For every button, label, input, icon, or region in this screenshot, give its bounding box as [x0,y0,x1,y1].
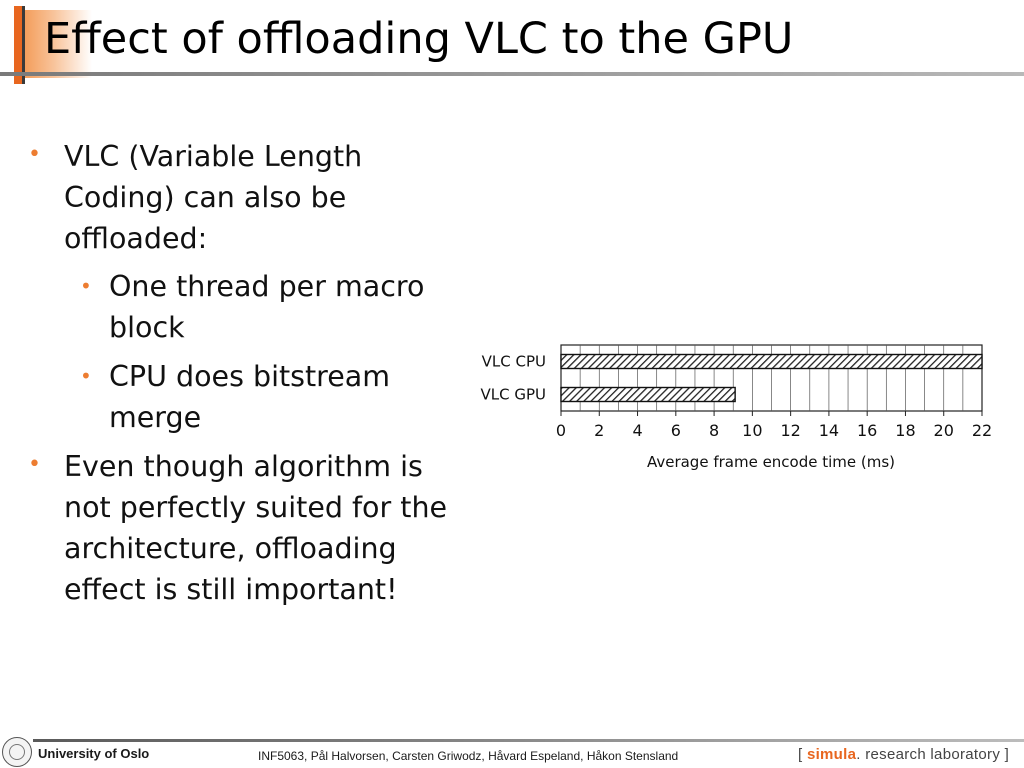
bullet-line: block [109,311,185,344]
bullet-line: CPU does bitstream [109,360,391,393]
x-tick-label: 20 [934,421,954,440]
bullet-marker: • [28,452,41,477]
x-tick-label: 6 [671,421,681,440]
title-accent-edge [22,6,25,84]
course-credits: INF5063, Pål Halvorsen, Carsten Griwodz,… [258,749,679,763]
logo-bracket-close: ] [1004,746,1010,763]
x-tick-label: 8 [709,421,719,440]
x-tick-label: 4 [632,421,642,440]
chart-bars [560,353,983,403]
x-tick-label: 2 [594,421,604,440]
x-tick-label: 12 [780,421,800,440]
x-tick-label: 10 [742,421,762,440]
slide-title: Effect of offloading VLC to the GPU [44,14,794,64]
sub-bullet-marker: • [80,364,92,388]
footer-divider [33,739,1024,742]
bullet-line: Even though algorithm is [64,450,423,483]
bar-vlc-cpu [560,353,983,370]
bullet-line: One thread per macro [109,270,425,303]
x-tick-label: 16 [857,421,877,440]
x-tick-label: 0 [556,421,566,440]
simula-logo: [ simula. research laboratory ] [798,746,1009,763]
category-label: VLC GPU [480,386,546,404]
x-tick-label: 18 [895,421,915,440]
logo-brand: simula [806,746,857,763]
title-accent-glow [22,10,92,78]
bullet-line: VLC (Variable Length [64,140,363,173]
category-label: VLC CPU [482,353,546,371]
bullet-line: effect is still important! [64,573,398,606]
x-tick-label: 14 [819,421,839,440]
university-name: University of Oslo [38,746,150,761]
chart-tick-labels: 0 2 4 6 8 10 12 14 16 18 20 22 [556,411,992,440]
bullet-line: architecture, offloading [64,532,397,565]
university-seal-icon [2,737,32,767]
bullet-marker: • [28,142,41,167]
title-accent-bar [14,6,23,84]
title-divider [0,72,1024,76]
logo-bracket-open: [ [798,746,803,763]
chart-category-labels: VLC CPU VLC GPU [480,353,546,404]
bullet-line: not perfectly suited for the [64,491,448,524]
bullet-line: merge [109,401,202,434]
encode-time-chart: VLC CPU VLC GPU 0 2 4 6 8 10 12 14 16 18 20 22 Avera… [480,344,992,471]
chart-x-axis-label: Average frame encode time (ms) [647,453,895,471]
logo-text: . research laboratory [856,746,1001,763]
bar-vlc-gpu [560,386,736,403]
bullet-line: offloaded: [64,222,208,255]
bullet-line: Coding) can also be [64,181,347,214]
x-tick-label: 22 [972,421,992,440]
sub-bullet-marker: • [80,274,92,298]
